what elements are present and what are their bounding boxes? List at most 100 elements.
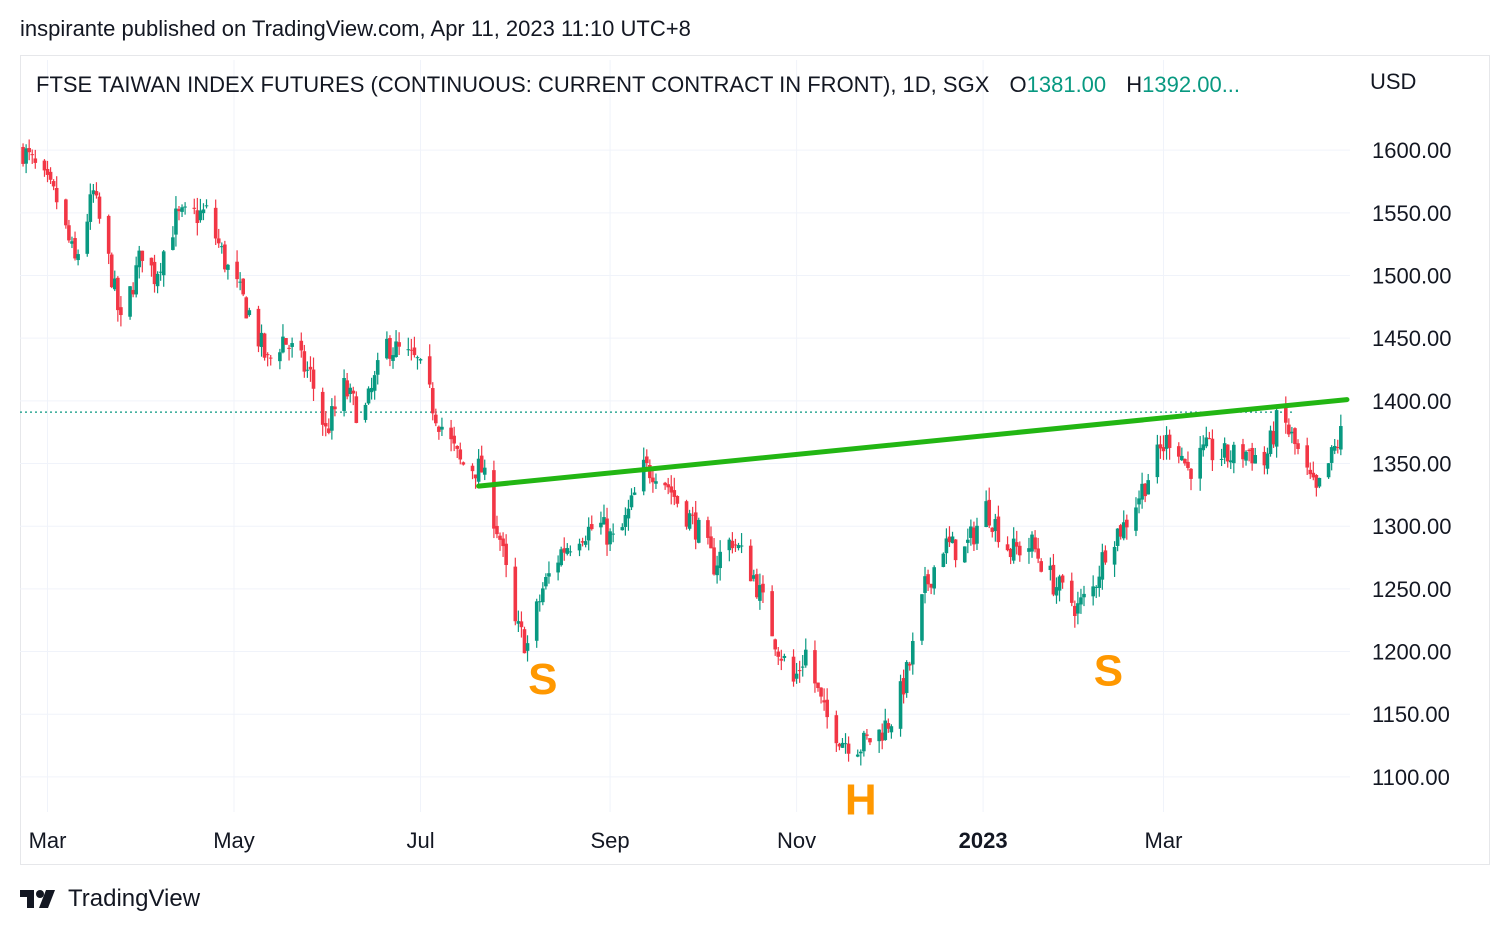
candle xyxy=(513,557,518,626)
candle xyxy=(519,611,524,638)
candle xyxy=(690,506,695,525)
symbol-name: FTSE TAIWAN INDEX FUTURES (CONTINUOUS: C… xyxy=(36,72,990,97)
candle xyxy=(492,460,496,539)
candle xyxy=(1262,446,1267,475)
price-tick-label: 1350.00 xyxy=(1372,452,1452,477)
candle xyxy=(192,198,197,215)
pattern-annotations: S H S xyxy=(528,646,1123,824)
candle xyxy=(216,228,221,248)
candle xyxy=(632,487,637,496)
time-tick-label: 2023 xyxy=(959,828,1008,853)
candle xyxy=(1164,426,1169,460)
candle xyxy=(1125,514,1129,540)
candle xyxy=(904,660,909,698)
candle xyxy=(562,537,567,561)
candle xyxy=(776,646,781,666)
candle xyxy=(461,461,466,466)
price-tick-label: 1550.00 xyxy=(1372,201,1452,226)
candle xyxy=(174,196,178,247)
time-tick-label: Nov xyxy=(777,828,816,853)
candle xyxy=(748,539,753,582)
candle xyxy=(1329,445,1334,471)
candle xyxy=(434,408,438,427)
candle xyxy=(1069,572,1074,607)
candle xyxy=(819,687,823,704)
currency-label: USD xyxy=(1370,69,1416,94)
candle xyxy=(1241,438,1245,468)
candle xyxy=(580,537,585,547)
candle xyxy=(479,445,484,473)
candle xyxy=(1311,461,1316,481)
candle xyxy=(953,539,958,568)
candle xyxy=(94,182,99,199)
candle xyxy=(1326,463,1331,479)
price-axis[interactable]: 1600.00 1550.00 1500.00 1450.00 1400.00 1350.… xyxy=(1372,138,1452,790)
candle xyxy=(152,254,157,293)
candle xyxy=(733,538,738,553)
candle xyxy=(1314,474,1319,497)
candle xyxy=(727,537,732,562)
neckline-trendline[interactable] xyxy=(476,397,1350,489)
candle xyxy=(932,565,936,595)
candle xyxy=(112,270,117,292)
candle xyxy=(1253,447,1258,464)
candle xyxy=(626,499,631,531)
candle xyxy=(693,500,698,550)
candle xyxy=(672,477,677,506)
candle xyxy=(868,738,872,746)
candle xyxy=(473,474,478,489)
candle xyxy=(30,149,35,164)
candle xyxy=(223,240,227,273)
candle xyxy=(1228,450,1233,470)
candle xyxy=(406,337,411,356)
candle xyxy=(226,263,230,280)
candle xyxy=(1167,429,1172,460)
candle xyxy=(1079,588,1083,614)
candle xyxy=(198,198,203,223)
candle xyxy=(516,610,521,632)
candle xyxy=(54,176,59,210)
candle xyxy=(602,504,606,525)
candle xyxy=(987,487,992,529)
brand-name[interactable]: TradingView xyxy=(68,885,201,912)
candle xyxy=(877,729,881,753)
candle xyxy=(758,573,762,610)
candle xyxy=(1198,436,1202,491)
candle xyxy=(797,660,802,683)
candle xyxy=(1308,462,1313,479)
candle xyxy=(525,635,530,662)
candle xyxy=(470,463,475,480)
candle xyxy=(623,507,628,536)
candle xyxy=(97,192,102,224)
candle xyxy=(547,561,551,584)
candle xyxy=(1033,530,1037,553)
candle xyxy=(308,356,313,382)
publish-line: inspirante published on TradingView.com,… xyxy=(20,16,691,41)
candle xyxy=(1158,435,1163,459)
candle xyxy=(1176,442,1181,464)
candle xyxy=(67,219,71,243)
candle xyxy=(1222,437,1227,464)
candle xyxy=(972,521,976,551)
candle xyxy=(418,358,423,364)
candle xyxy=(898,674,903,737)
candle xyxy=(76,249,80,266)
candle xyxy=(1073,600,1077,628)
candle xyxy=(620,523,625,531)
candle xyxy=(278,348,282,370)
candle xyxy=(901,669,906,704)
candle xyxy=(541,582,545,606)
candle xyxy=(476,449,481,486)
candle xyxy=(171,226,175,251)
candle xyxy=(544,573,548,590)
candle xyxy=(33,149,38,169)
candle xyxy=(920,594,924,646)
candle xyxy=(1305,437,1309,475)
candle xyxy=(213,199,218,246)
time-axis[interactable]: Mar May Jul Sep Nov 2023 Mar xyxy=(29,828,1183,853)
candle xyxy=(843,733,848,754)
tradingview-logo-icon xyxy=(20,890,55,908)
candle xyxy=(385,331,389,360)
candle xyxy=(923,566,927,604)
